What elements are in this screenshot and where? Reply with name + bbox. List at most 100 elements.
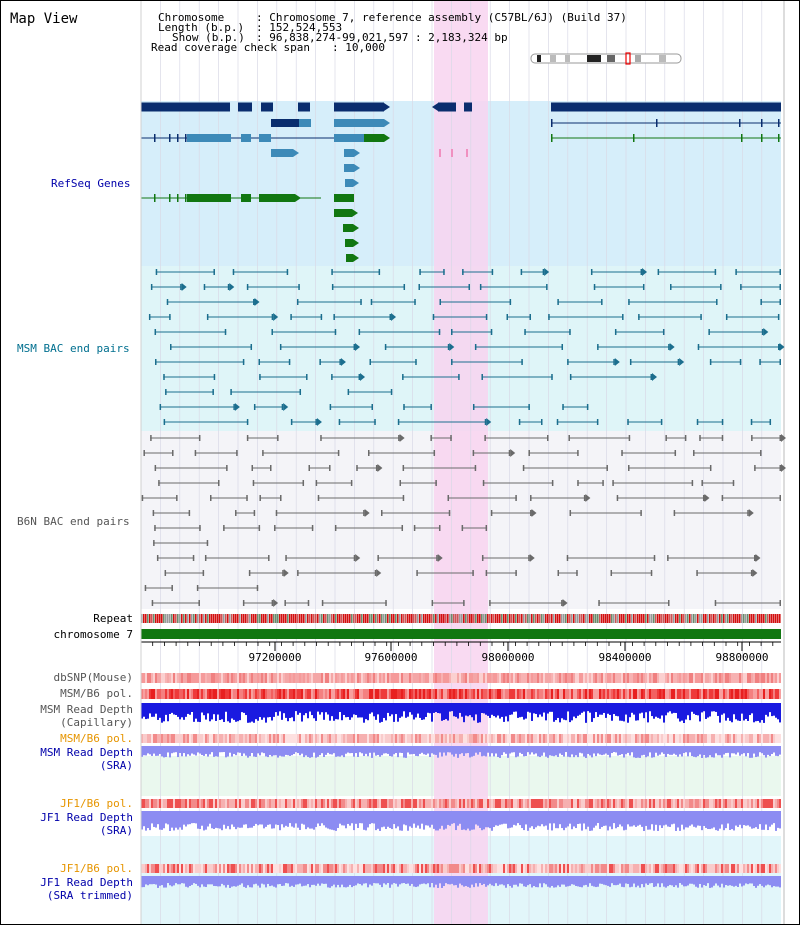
- msm-bac-pair-end: [159, 404, 162, 410]
- b6n-bac-pair-end: [561, 600, 563, 606]
- dbsnp-cell: [387, 673, 389, 683]
- jf1-b6-pol-cell: [549, 799, 551, 808]
- msm-b6-pol-label[interactable]: MSM/B6 pol.: [60, 687, 133, 700]
- jf1-b6-pol-trimmed-cell: [757, 864, 759, 873]
- gene-exon: [187, 194, 231, 202]
- msm-b6-pol-sra-cell: [393, 734, 395, 743]
- jf1-b6-pol-trimmed-label[interactable]: JF1/B6 pol.: [60, 862, 133, 875]
- msm-b6-pol-sra-cell: [329, 734, 331, 743]
- dbsnp-label[interactable]: dbSNP(Mouse): [53, 671, 133, 684]
- msm-read-depth-capillary-label[interactable]: MSM Read Depth: [40, 703, 133, 716]
- jf1-depth-trimmed-bar: [255, 876, 257, 884]
- jf1-read-depth-trimmed-label[interactable]: JF1 Read Depth: [40, 876, 133, 889]
- msm-b6-pol-sra-cell: [575, 734, 577, 743]
- jf1-b6-pol-cell: [317, 799, 319, 808]
- jf1-depth-trimmed-bar: [487, 876, 489, 886]
- dbsnp-cell: [515, 673, 517, 683]
- gene-exon: [177, 194, 179, 202]
- jf1-depth-sra-bar: [213, 811, 215, 830]
- repeat-bar: [317, 614, 319, 623]
- jf1-depth-sra-bar: [333, 811, 335, 831]
- msm-b6-pol-cell: [629, 689, 631, 699]
- jf1-b6-pol-cell: [609, 799, 611, 808]
- msm-b6-pol-cell: [745, 689, 747, 699]
- msm-depth-sra-bar: [563, 746, 565, 757]
- dbsnp-cell: [375, 673, 377, 683]
- jf1-b6-pol-trimmed-cell: [511, 864, 513, 873]
- repeat-bar: [147, 614, 149, 623]
- jf1-depth-sra-bar: [303, 811, 305, 825]
- jf1-b6-pol-cell: [361, 799, 363, 808]
- jf1-b6-pol-cell: [625, 799, 627, 808]
- b6n-bac-end-pairs-label[interactable]: B6N BAC end pairs: [17, 515, 130, 528]
- jf1-depth-trimmed-bar: [555, 876, 557, 888]
- b6n-bac-pair-end: [665, 435, 667, 441]
- repeat-bar: [377, 614, 379, 623]
- jf1-b6-pol-trimmed-cell: [253, 864, 255, 873]
- msm-bac-end-pairs-label[interactable]: MSM BAC end pairs: [17, 342, 130, 355]
- gene-exon: [466, 149, 468, 157]
- dbsnp-cell: [441, 673, 443, 683]
- jf1-depth-trimmed-bar: [253, 876, 255, 885]
- gene-exon: [438, 102, 456, 112]
- msm-b6-pol-sra-label[interactable]: MSM/B6 pol.: [60, 732, 133, 745]
- msm-b6-pol-cell: [241, 689, 243, 699]
- ideogram-band: [587, 55, 601, 62]
- repeat-bar: [417, 614, 419, 623]
- repeat-bar: [685, 614, 687, 623]
- refseq-genes-label[interactable]: RefSeq Genes: [51, 177, 131, 190]
- jf1-b6-pol-cell: [455, 799, 457, 808]
- msm-depth-capillary-bar: [709, 703, 711, 717]
- jf1-b6-pol-trimmed-cell: [591, 864, 593, 873]
- dbsnp-cell: [611, 673, 613, 683]
- msm-b6-pol-cell: [289, 689, 291, 699]
- msm-b6-pol-cell: [593, 689, 595, 699]
- jf1-depth-trimmed-bar: [773, 876, 775, 887]
- jf1-b6-pol-label[interactable]: JF1/B6 pol.: [60, 797, 133, 810]
- dbsnp-cell: [207, 673, 209, 683]
- msm-b6-pol-sra-cell: [261, 734, 263, 743]
- msm-bac-pair-end: [203, 284, 206, 290]
- jf1-b6-pol-trimmed-cell: [703, 864, 705, 873]
- msm-depth-capillary-bar: [467, 703, 469, 717]
- repeat-bar: [759, 614, 761, 623]
- jf1-b6-pol-cell: [721, 799, 723, 808]
- b6n-bac-pair-end: [485, 570, 488, 576]
- jf1-depth-trimmed-bar: [415, 876, 417, 888]
- jf1-depth-trimmed-bar: [237, 876, 239, 886]
- jf1-b6-pol-cell: [631, 799, 633, 808]
- repeat-bar: [707, 614, 709, 623]
- repeat-bar: [345, 614, 347, 623]
- repeat-bar: [247, 614, 249, 623]
- jf1-depth-sra-bar: [705, 811, 707, 828]
- b6n-bac-pair-arrow: [531, 509, 537, 517]
- jf1-depth-sra-bar: [375, 811, 377, 831]
- msm-bac-pair-end: [472, 404, 475, 410]
- msm-b6-pol-sra-cell: [543, 734, 545, 743]
- repeat-bar: [469, 614, 471, 623]
- msm-depth-sra-bar: [293, 746, 295, 754]
- msm-b6-pol-cell: [419, 689, 421, 699]
- msm-depth-capillary-bar: [487, 703, 489, 716]
- dbsnp-cell: [723, 673, 725, 683]
- dbsnp-cell: [717, 673, 719, 683]
- jf1-depth-trimmed-bar: [505, 876, 507, 888]
- b6n-bac-pair-end: [547, 435, 549, 441]
- msm-read-depth-sra-label[interactable]: MSM Read Depth: [40, 746, 133, 759]
- msm-b6-pol-cell: [245, 689, 247, 699]
- jf1-read-depth-sra-label[interactable]: JF1 Read Depth: [40, 811, 133, 824]
- repeat-bar: [477, 614, 479, 623]
- jf1-depth-sra-bar: [489, 811, 491, 829]
- msm-b6-pol-cell: [413, 689, 415, 699]
- repeat-bar: [589, 614, 591, 623]
- jf1-b6-pol-trimmed-cell: [569, 864, 571, 873]
- msm-depth-sra-bar: [561, 746, 563, 755]
- jf1-depth-sra-bar: [615, 811, 617, 829]
- jf1-b6-pol-cell: [183, 799, 185, 808]
- msm-depth-capillary-bar: [521, 703, 523, 717]
- msm-depth-capillary-bar: [219, 703, 221, 720]
- msm-b6-pol-sra-cell: [597, 734, 599, 743]
- dbsnp-cell: [765, 673, 767, 683]
- msm-b6-pol-cell: [159, 689, 161, 699]
